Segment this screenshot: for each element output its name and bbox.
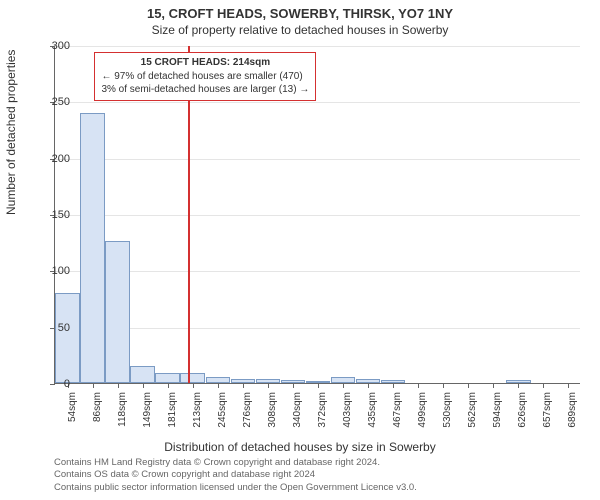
chart-subtitle: Size of property relative to detached ho… — [0, 21, 600, 37]
xtick-label: 530sqm — [442, 392, 453, 442]
property-size-chart: 15, CROFT HEADS, SOWERBY, THIRSK, YO7 1N… — [0, 0, 600, 500]
attribution-line: Contains OS data © Crown copyright and d… — [54, 469, 417, 481]
xtick-mark — [418, 383, 419, 388]
ytick-label: 50 — [40, 322, 70, 334]
xtick-label: 689sqm — [567, 392, 578, 442]
xtick-mark — [118, 383, 119, 388]
xtick-label: 245sqm — [217, 392, 228, 442]
attribution-line: Contains public sector information licen… — [54, 482, 417, 494]
xtick-mark — [143, 383, 144, 388]
xtick-label: 181sqm — [167, 392, 178, 442]
xtick-label: 149sqm — [142, 392, 153, 442]
xtick-label: 118sqm — [117, 392, 128, 442]
gridline — [55, 102, 580, 103]
gridline — [55, 328, 580, 329]
xtick-mark — [318, 383, 319, 388]
xtick-label: 276sqm — [242, 392, 253, 442]
xtick-mark — [543, 383, 544, 388]
annotation-box: 15 CROFT HEADS: 214sqm← 97% of detached … — [94, 52, 316, 101]
xtick-label: 372sqm — [317, 392, 328, 442]
xtick-label: 594sqm — [492, 392, 503, 442]
xtick-mark — [343, 383, 344, 388]
xtick-label: 657sqm — [542, 392, 553, 442]
ytick-label: 0 — [40, 378, 70, 390]
xtick-mark — [243, 383, 244, 388]
ytick-label: 150 — [40, 209, 70, 221]
xtick-mark — [268, 383, 269, 388]
chart-title: 15, CROFT HEADS, SOWERBY, THIRSK, YO7 1N… — [0, 0, 600, 21]
xtick-label: 435sqm — [367, 392, 378, 442]
attribution-text: Contains HM Land Registry data © Crown c… — [54, 457, 417, 494]
xtick-mark — [518, 383, 519, 388]
xtick-mark — [168, 383, 169, 388]
ytick-label: 100 — [40, 265, 70, 277]
ytick-label: 200 — [40, 153, 70, 165]
plot-area: 15 CROFT HEADS: 214sqm← 97% of detached … — [54, 46, 580, 384]
attribution-line: Contains HM Land Registry data © Crown c… — [54, 457, 417, 469]
xtick-label: 467sqm — [392, 392, 403, 442]
gridline — [55, 46, 580, 47]
xtick-mark — [368, 383, 369, 388]
histogram-bar — [105, 241, 130, 383]
annotation-line: 3% of semi-detached houses are larger (1… — [101, 83, 309, 97]
histogram-bar — [80, 113, 105, 383]
histogram-bar — [155, 373, 180, 383]
xtick-mark — [468, 383, 469, 388]
annotation-line: ← 97% of detached houses are smaller (47… — [101, 70, 309, 84]
histogram-bar — [130, 366, 155, 383]
x-axis-label: Distribution of detached houses by size … — [0, 440, 600, 454]
histogram-bar — [180, 373, 205, 383]
annotation-headline: 15 CROFT HEADS: 214sqm — [101, 56, 309, 70]
xtick-label: 54sqm — [67, 392, 78, 442]
gridline — [55, 159, 580, 160]
xtick-mark — [93, 383, 94, 388]
gridline — [55, 271, 580, 272]
xtick-mark — [393, 383, 394, 388]
xtick-label: 626sqm — [517, 392, 528, 442]
xtick-mark — [193, 383, 194, 388]
y-axis-label: Number of detached properties — [4, 50, 18, 215]
xtick-label: 308sqm — [267, 392, 278, 442]
histogram-bar — [55, 293, 80, 383]
xtick-label: 86sqm — [92, 392, 103, 442]
xtick-label: 340sqm — [292, 392, 303, 442]
ytick-label: 300 — [40, 40, 70, 52]
ytick-label: 250 — [40, 96, 70, 108]
gridline — [55, 215, 580, 216]
xtick-label: 562sqm — [467, 392, 478, 442]
xtick-label: 403sqm — [342, 392, 353, 442]
xtick-mark — [218, 383, 219, 388]
xtick-label: 499sqm — [417, 392, 428, 442]
xtick-label: 213sqm — [192, 392, 203, 442]
xtick-mark — [443, 383, 444, 388]
xtick-mark — [493, 383, 494, 388]
xtick-mark — [568, 383, 569, 388]
xtick-mark — [293, 383, 294, 388]
